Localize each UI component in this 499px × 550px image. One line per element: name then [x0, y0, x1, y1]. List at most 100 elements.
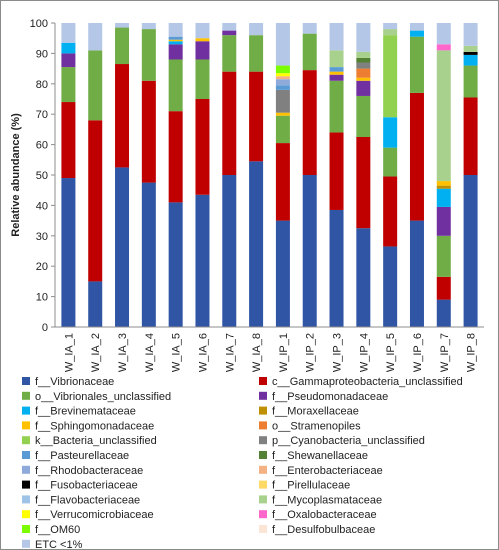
- bar-segment: [249, 161, 264, 327]
- bar-segment: [61, 53, 76, 68]
- legend-swatch: [22, 451, 30, 459]
- legend-swatch: [259, 465, 267, 474]
- y-tick-label: 90: [36, 48, 48, 60]
- x-tick-label: W_IP_1: [278, 333, 290, 372]
- legend-swatch: [259, 480, 267, 489]
- bar-segment: [383, 117, 398, 148]
- y-tick-label: 60: [36, 140, 48, 152]
- bar-segment: [115, 64, 130, 168]
- x-tick-label: W_IP_6: [412, 333, 424, 372]
- legend-swatch: [22, 495, 30, 504]
- bar-segment: [383, 23, 398, 30]
- legend-swatch: [22, 510, 30, 519]
- bar-segment: [195, 41, 210, 60]
- bar-segment: [168, 202, 183, 327]
- bar-segment: [356, 95, 371, 137]
- bar-segment: [275, 79, 290, 86]
- y-tick-label: 20: [36, 261, 48, 273]
- bar-segment: [436, 44, 451, 51]
- bar-segment: [329, 67, 344, 72]
- bar-segment: [275, 115, 290, 144]
- x-tick-label: W_IP_4: [358, 333, 370, 372]
- bar-segment: [249, 23, 264, 36]
- bar-segment: [329, 23, 344, 51]
- bar-segment: [356, 80, 371, 96]
- legend-label: f__Mycoplasmataceae: [272, 494, 382, 506]
- bar-segment: [249, 35, 264, 72]
- legend-swatch: [259, 495, 267, 504]
- legend-label: f__Moraxellaceae: [272, 406, 359, 418]
- bar-segment: [409, 220, 424, 327]
- legend-swatch: [22, 377, 30, 385]
- bar-segment: [275, 143, 290, 221]
- bar-segment: [302, 70, 317, 175]
- bar-segment: [383, 246, 398, 327]
- x-tick-label: W_IA_1: [63, 333, 75, 372]
- bar-segment: [329, 71, 344, 75]
- legend-label: f__Verrucomicrobiaceae: [35, 509, 154, 521]
- bar-segment: [141, 29, 156, 81]
- legend-swatch: [22, 480, 30, 489]
- legend-label: ETC <1%: [35, 539, 83, 550]
- legend-swatch: [22, 421, 30, 430]
- bar-segment: [436, 276, 451, 300]
- x-tick-label: W_IA_8: [251, 333, 263, 372]
- bar-segment: [195, 23, 210, 39]
- bars-layer: [61, 23, 478, 327]
- bar-segment: [275, 73, 290, 77]
- legend-label: f__Pasteurellaceae: [35, 450, 129, 462]
- bar-segment: [356, 137, 371, 229]
- bar-segment: [222, 71, 237, 175]
- legend-label: p__Cyanobacteria_unclassified: [272, 435, 425, 447]
- bar-segment: [409, 23, 424, 31]
- bar-segment: [61, 102, 76, 179]
- bar-segment: [436, 23, 451, 45]
- bar-segment: [195, 59, 210, 99]
- legend-label: f__Enterobacteriaceae: [272, 465, 383, 477]
- y-tick-label: 70: [36, 109, 48, 121]
- legend-label: f__Brevinemataceae: [35, 406, 136, 418]
- bar-segment: [275, 89, 290, 113]
- x-tick-label: W_IA_5: [171, 333, 183, 372]
- bar-segment: [409, 36, 424, 93]
- y-tick-label: 0: [42, 322, 48, 334]
- legend-swatch: [22, 525, 30, 533]
- y-ticks: 0 10 20 30 40 50 60 70 80 90 100: [30, 18, 55, 334]
- legend-swatch: [259, 451, 267, 459]
- bar-segment: [168, 39, 183, 42]
- legend-label: f__Fusobacteriaceae: [35, 480, 138, 492]
- bar-segment: [356, 57, 371, 63]
- bar-segment: [302, 23, 317, 34]
- legend-swatch: [22, 465, 30, 474]
- legend-label: f__OM60: [35, 524, 80, 536]
- x-tick-label: W_IA_4: [144, 333, 156, 372]
- legend-label: f__Shewanellaceae: [272, 450, 368, 462]
- legend-swatch: [22, 391, 30, 400]
- bar-segment: [249, 71, 264, 162]
- bar-segment: [275, 76, 290, 80]
- bar-segment: [436, 188, 451, 207]
- legend-label: f__Desulfobulbaceae: [272, 524, 375, 536]
- bar-segment: [356, 62, 371, 69]
- bar-segment: [356, 228, 371, 327]
- legend-label: f__Flavobacteriaceae: [35, 494, 140, 506]
- bar-segment: [356, 23, 371, 52]
- legend-label: o__Stramenopiles: [272, 420, 361, 432]
- bar-segment: [115, 27, 130, 65]
- bar-segment: [463, 54, 478, 66]
- bar-segment: [463, 175, 478, 327]
- y-tick-label: 80: [36, 79, 48, 91]
- bar-segment: [329, 50, 344, 68]
- x-tick-label: W_IP_8: [466, 333, 478, 372]
- y-tick-label: 30: [36, 231, 48, 243]
- x-tick-label: W_IP_5: [385, 333, 397, 372]
- bar-segment: [356, 68, 371, 78]
- bar-segment: [222, 23, 237, 31]
- bar-segment: [302, 33, 317, 71]
- bar-segment: [436, 185, 451, 189]
- bar-segment: [436, 235, 451, 277]
- bar-segment: [61, 23, 76, 43]
- legend-swatch: [259, 421, 267, 430]
- bar-segment: [329, 209, 344, 327]
- bar-segment: [115, 167, 130, 327]
